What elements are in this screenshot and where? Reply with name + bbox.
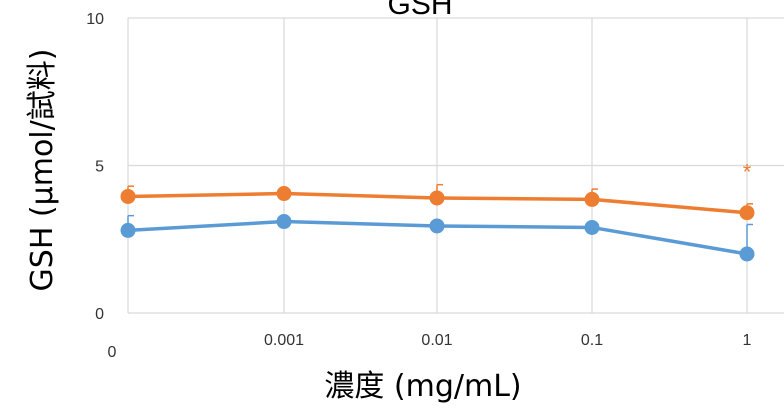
significance-marker: * [743, 159, 752, 184]
data-point [739, 246, 755, 262]
data-point [276, 186, 292, 202]
data-point [584, 191, 600, 207]
data-point [120, 222, 136, 238]
data-point [276, 214, 292, 230]
y-tick-label: 10 [86, 11, 104, 28]
x-tick-label: 1 [743, 332, 752, 349]
x-tick-label: 0.001 [264, 332, 304, 349]
annotations: * [743, 159, 752, 184]
data-point [739, 205, 755, 221]
y-tick-labels: 0 5 10 [86, 11, 104, 323]
x-tick-label: 0 [108, 344, 117, 361]
data-point [584, 219, 600, 235]
chart-title: GSH [387, 0, 452, 21]
series-1 [120, 183, 755, 221]
y-tick-label: 0 [95, 306, 104, 323]
x-tick-labels: 0 0.001 0.01 0.1 1 [108, 332, 752, 361]
series-0 [120, 214, 755, 262]
y-tick-label: 5 [95, 159, 104, 176]
data-point [120, 188, 136, 204]
data-point [429, 218, 445, 234]
x-axis-label: 濃度 (mg/mL) [324, 369, 521, 404]
series-layer [120, 183, 755, 262]
gridlines [127, 17, 784, 314]
x-tick-label: 0.1 [581, 332, 603, 349]
x-tick-label: 0.01 [421, 332, 452, 349]
y-axis-label: GSH (μmol/試料) [25, 49, 60, 292]
data-point [429, 190, 445, 206]
